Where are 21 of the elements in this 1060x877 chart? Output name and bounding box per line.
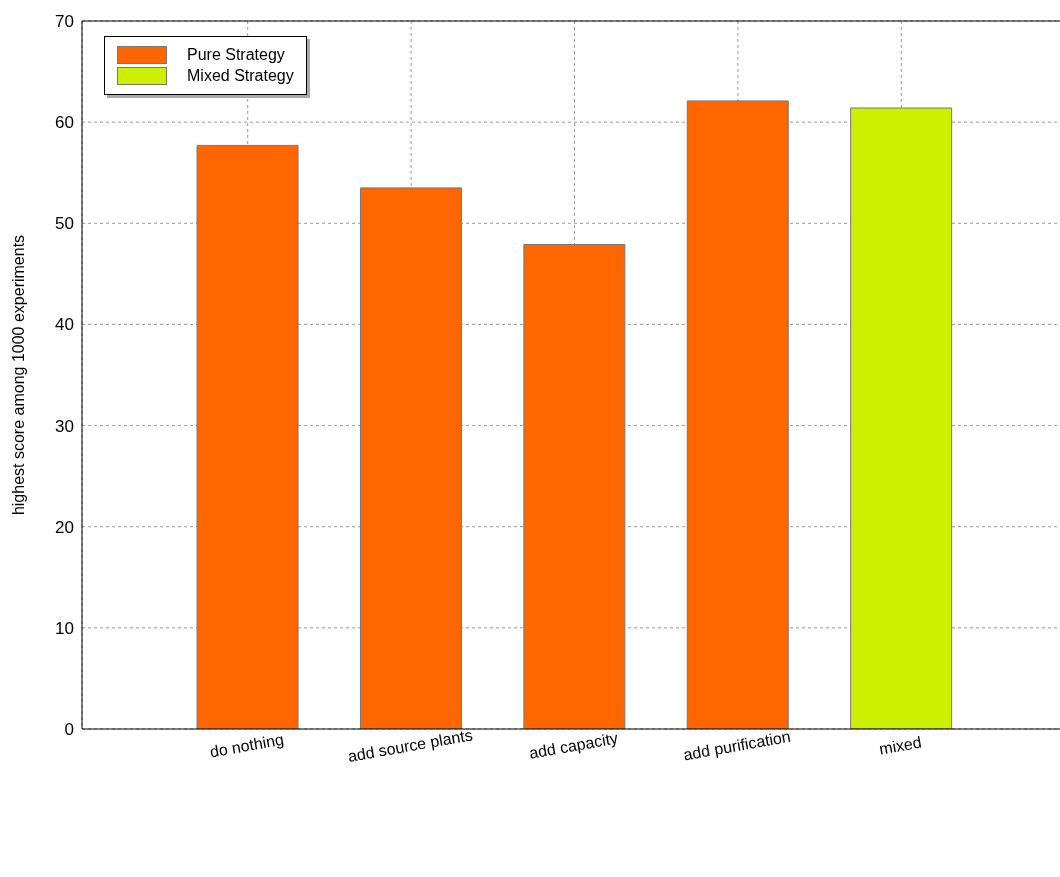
legend-label: Mixed Strategy: [187, 67, 294, 85]
x-tick-label: mixed: [877, 733, 923, 758]
x-tick-label: do nothing: [208, 730, 286, 761]
y-tick-label: 70: [55, 12, 74, 32]
y-tick-label: 40: [55, 315, 74, 335]
bar: [850, 107, 953, 729]
y-tick-label: 60: [55, 113, 74, 133]
y-tick-label: 20: [55, 517, 74, 537]
bar: [523, 244, 626, 729]
x-tick-label: add source plants: [346, 726, 474, 765]
y-tick-label: 30: [55, 416, 74, 436]
y-axis-title: highest score among 1000 experiments: [9, 234, 27, 516]
bar: [686, 100, 789, 729]
legend-label: Pure Strategy: [187, 46, 285, 64]
y-tick-label: 50: [55, 214, 74, 234]
y-tick-label: 0: [64, 720, 74, 740]
x-tick-label: add capacity: [527, 729, 620, 762]
y-tick-label: 10: [55, 618, 74, 638]
bar: [196, 144, 299, 729]
bar: [359, 187, 462, 729]
x-tick-label: add purification: [682, 727, 792, 764]
